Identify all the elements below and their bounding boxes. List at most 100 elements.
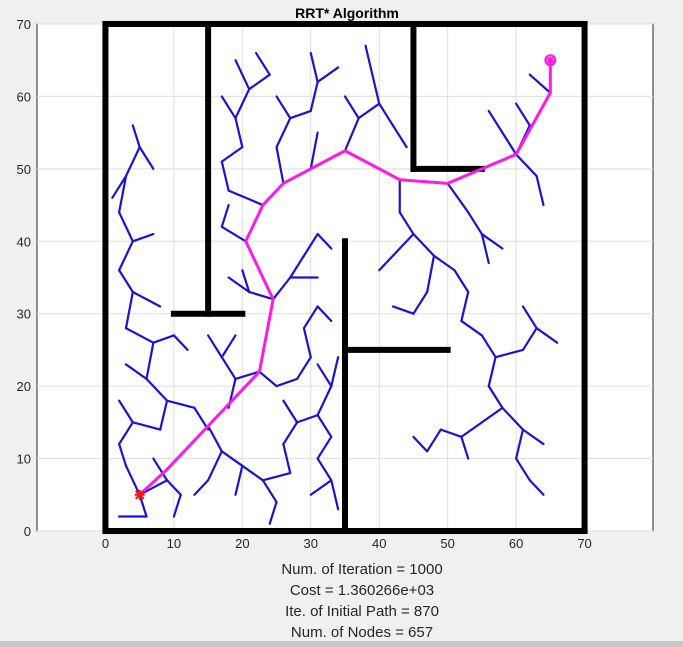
- tree-edge: [460, 319, 483, 337]
- y-tick-label: 70: [17, 17, 31, 32]
- tree-edge: [220, 160, 230, 192]
- x-axis-ticks: 0 10 20 30 40 50 60 70: [102, 536, 592, 551]
- tree-edge: [124, 363, 148, 380]
- tree-edge: [316, 414, 333, 438]
- tree-edge: [316, 66, 340, 84]
- tree-edge: [391, 305, 415, 315]
- tree-edge: [258, 370, 278, 388]
- tree-edge: [138, 146, 155, 170]
- tree-edge: [172, 334, 189, 352]
- tree-edge: [118, 175, 128, 214]
- tree-edge: [124, 290, 134, 330]
- tree-edge: [398, 211, 415, 236]
- y-tick-label: 20: [17, 379, 31, 394]
- x-tick-label: 50: [440, 536, 454, 551]
- tree-edge: [275, 117, 292, 149]
- tree-edge: [446, 182, 470, 214]
- tree-edge: [460, 290, 470, 323]
- tree-edge: [487, 356, 497, 388]
- tree-edge: [261, 479, 278, 504]
- iterations-label: Num. of Iteration = 1000: [281, 561, 442, 578]
- tree-edge: [118, 269, 134, 294]
- window-bottom-bar: [0, 641, 683, 647]
- tree-edge: [467, 211, 483, 236]
- tree-edge: [275, 146, 285, 185]
- tree-edge: [124, 146, 141, 178]
- x-tick-label: 20: [235, 536, 249, 551]
- tree-edge: [275, 95, 292, 120]
- tree-edge: [207, 334, 223, 359]
- tree-edge: [521, 428, 545, 446]
- tree-edge: [207, 450, 223, 482]
- tree-edge: [309, 80, 319, 113]
- tree-edge: [165, 399, 196, 409]
- tree-edge: [241, 464, 264, 482]
- tree-edge: [515, 428, 525, 460]
- tree-edge: [111, 175, 128, 199]
- x-tick-label: 40: [372, 536, 386, 551]
- tree-edge: [193, 479, 210, 496]
- tree-edge: [535, 327, 559, 344]
- tree-edge: [220, 95, 237, 120]
- tree-edge: [371, 73, 381, 105]
- tree-edge: [152, 457, 169, 482]
- tree-edge: [302, 305, 319, 330]
- start-goal-markers: [134, 54, 557, 500]
- tree-edge: [193, 406, 210, 431]
- tree-edge: [220, 225, 247, 243]
- tree-edge: [460, 421, 483, 438]
- tree-edge: [118, 442, 128, 467]
- tree-edge: [316, 305, 333, 323]
- tree-edge: [521, 327, 538, 352]
- tree-edge: [316, 363, 333, 388]
- start-marker: [134, 489, 145, 500]
- x-tick-label: 60: [509, 536, 523, 551]
- tree-edge: [118, 421, 134, 446]
- tree-edge: [159, 399, 169, 431]
- tree-edge: [118, 399, 134, 424]
- tree-edge: [501, 406, 525, 431]
- tree-edge: [412, 435, 429, 453]
- y-tick-label: 50: [17, 162, 31, 177]
- tree-edge: [515, 153, 538, 178]
- tree-edge: [295, 414, 319, 424]
- nodes-label: Num. of Nodes = 657: [291, 624, 433, 641]
- tree-edge: [124, 464, 141, 496]
- tree-edge: [378, 254, 395, 272]
- tree-edge: [268, 500, 278, 525]
- tree-edge: [220, 356, 237, 380]
- tree-edge: [391, 232, 415, 257]
- tree-edge: [535, 175, 545, 207]
- tree-edge: [453, 269, 470, 294]
- tree-edge: [124, 327, 155, 344]
- tree-edge: [480, 232, 490, 265]
- tree-edge: [152, 334, 175, 344]
- y-axis-ticks: 0 10 20 30 40 50 60 70: [17, 17, 31, 539]
- tree-edge: [207, 424, 223, 453]
- chart-title: RRT* Algorithm: [295, 5, 399, 21]
- tree-edge: [426, 428, 442, 453]
- tree-edge: [412, 290, 429, 315]
- start-marker-stroke: [134, 490, 145, 500]
- goal-marker: [544, 54, 557, 67]
- tree-edge: [241, 269, 251, 294]
- tree-edge: [220, 146, 244, 163]
- y-tick-label: 30: [17, 307, 31, 322]
- tree-edge: [227, 276, 251, 294]
- tree-edge: [234, 88, 251, 120]
- tree-edge: [261, 471, 292, 482]
- tree-edge: [460, 435, 470, 460]
- tree-edge: [248, 73, 271, 91]
- best-path: [138, 58, 552, 497]
- tree-edge: [515, 457, 531, 482]
- x-tick-label: 10: [167, 536, 181, 551]
- tree-edge: [118, 240, 134, 272]
- tree-edge: [302, 232, 319, 257]
- tree-edge: [145, 377, 169, 402]
- tree-edge: [487, 385, 504, 409]
- tree-edge: [480, 334, 497, 359]
- tree-edge: [309, 131, 319, 170]
- rrt-tree: [111, 44, 559, 525]
- tree-edge: [131, 124, 141, 149]
